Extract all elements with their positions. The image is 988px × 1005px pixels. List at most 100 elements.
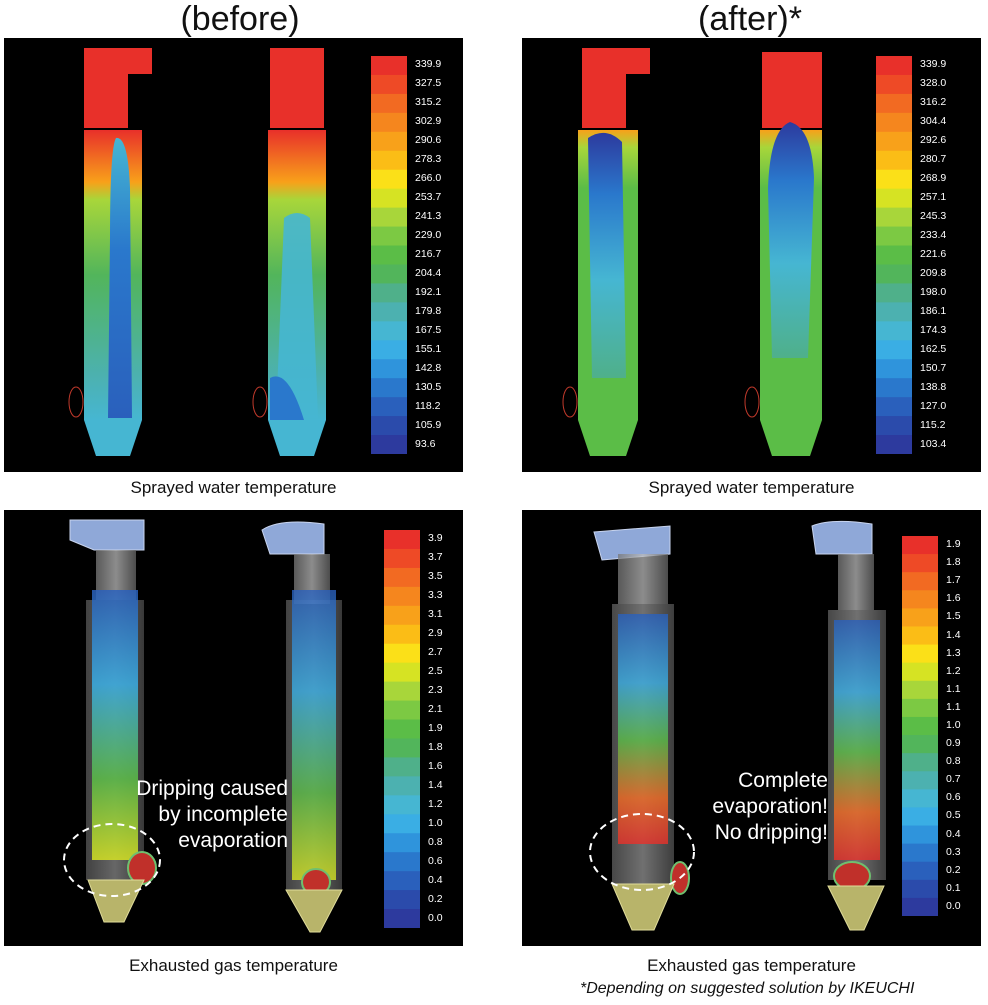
scale-swatch bbox=[371, 207, 407, 228]
scale-swatch bbox=[902, 698, 938, 718]
scale-tick-label: 229.0 bbox=[415, 229, 442, 242]
caption-gas-after: Exhausted gas temperature bbox=[647, 956, 856, 975]
scale-swatch bbox=[384, 548, 420, 569]
scale-tick-label: 1.2 bbox=[946, 664, 961, 677]
scale-swatch bbox=[371, 93, 407, 114]
scale-swatch bbox=[384, 757, 420, 777]
scale-tick-label: 1.4 bbox=[428, 778, 443, 791]
scale-swatch bbox=[384, 871, 420, 891]
scale-tick-label: 105.9 bbox=[415, 418, 442, 431]
scale-tick-label: 216.7 bbox=[415, 248, 442, 260]
scale-swatch bbox=[371, 131, 407, 152]
scale-tick-label: 0.9 bbox=[946, 737, 961, 750]
scale-swatch bbox=[876, 56, 912, 76]
scale-tick-label: 245.3 bbox=[920, 210, 947, 223]
water-temp-after-scale-bar bbox=[876, 56, 912, 454]
scale-tick-label: 233.4 bbox=[920, 229, 947, 242]
scale-swatch bbox=[876, 150, 912, 171]
scale-swatch bbox=[876, 321, 912, 341]
scale-swatch bbox=[384, 833, 420, 853]
scale-tick-label: 328.0 bbox=[920, 77, 947, 90]
scale-swatch bbox=[876, 359, 912, 379]
scale-tick-label: 2.9 bbox=[428, 627, 443, 640]
scale-swatch bbox=[902, 807, 938, 827]
scale-swatch bbox=[902, 825, 938, 845]
scale-swatch bbox=[384, 852, 420, 872]
scale-tick-label: 103.4 bbox=[920, 437, 947, 450]
scale-tick-label: 0.8 bbox=[946, 755, 961, 768]
scale-tick-label: 0.5 bbox=[946, 809, 961, 822]
scale-swatch bbox=[384, 909, 420, 928]
scale-tick-label: 198.0 bbox=[920, 285, 947, 298]
scale-swatch bbox=[876, 93, 912, 114]
scale-swatch bbox=[371, 359, 407, 379]
scale-swatch bbox=[902, 753, 938, 772]
scale-swatch bbox=[902, 572, 938, 591]
scale-tick-label: 1.8 bbox=[428, 740, 443, 753]
scale-tick-label: 327.5 bbox=[415, 77, 442, 90]
scale-swatch bbox=[371, 226, 407, 247]
scale-swatch bbox=[902, 843, 938, 863]
footnote: *Depending on suggested solution by IKEU… bbox=[580, 980, 915, 997]
scale-tick-label: 304.4 bbox=[920, 115, 947, 128]
scale-tick-label: 2.7 bbox=[428, 646, 443, 659]
scale-tick-label: 209.8 bbox=[920, 266, 947, 279]
scale-swatch bbox=[371, 397, 407, 417]
scale-swatch bbox=[876, 397, 912, 417]
scale-tick-label: 155.1 bbox=[415, 342, 442, 355]
scale-swatch bbox=[371, 340, 407, 360]
gas-temp-after-panel: Complete evaporation! No dripping! 1.9 1.… bbox=[522, 510, 981, 946]
scale-tick-label: 0.7 bbox=[946, 773, 961, 786]
dripping-annotation: Dripping caused by incomplete evaporatio… bbox=[136, 777, 288, 852]
scale-tick-label: 0.0 bbox=[946, 899, 961, 912]
scale-tick-label: 1.0 bbox=[428, 816, 443, 829]
gas-temp-before-scale-bar bbox=[384, 530, 420, 928]
scale-swatch bbox=[902, 861, 938, 881]
scale-tick-label: 204.4 bbox=[415, 266, 442, 279]
scale-tick-label: 1.7 bbox=[946, 574, 961, 587]
scale-swatch bbox=[384, 567, 420, 588]
scale-swatch bbox=[902, 644, 938, 664]
scale-swatch bbox=[371, 321, 407, 341]
scale-swatch bbox=[371, 302, 407, 322]
scale-tick-label: 278.3 bbox=[415, 153, 442, 166]
scale-tick-label: 142.8 bbox=[415, 361, 442, 374]
scale-swatch bbox=[371, 416, 407, 436]
scale-swatch bbox=[384, 624, 420, 645]
scale-swatch bbox=[876, 245, 912, 265]
scale-tick-label: 192.1 bbox=[415, 285, 442, 298]
gas-temp-after-scale-bar bbox=[902, 536, 938, 916]
water-temp-before-simulation bbox=[68, 48, 326, 456]
scale-tick-label: 115.2 bbox=[920, 418, 946, 431]
scale-tick-label: 221.6 bbox=[920, 248, 947, 260]
scale-swatch bbox=[384, 530, 420, 550]
scale-tick-label: 241.3 bbox=[415, 210, 442, 223]
scale-tick-label: 2.1 bbox=[428, 703, 443, 716]
scale-tick-label: 0.2 bbox=[946, 863, 961, 876]
scale-tick-label: 3.5 bbox=[428, 570, 443, 583]
scale-swatch bbox=[371, 264, 407, 284]
scale-swatch bbox=[384, 795, 420, 815]
scale-tick-label: 339.9 bbox=[415, 58, 442, 71]
scale-tick-label: 1.4 bbox=[946, 628, 961, 641]
water-temp-after-panel: 339.9 328.0 316.2 304.4 292.6 280.7 268.9 257.1… bbox=[522, 38, 981, 472]
scale-swatch bbox=[876, 226, 912, 247]
scale-tick-label: 174.3 bbox=[920, 323, 947, 336]
after-heading: (after)* bbox=[698, 0, 802, 38]
scale-swatch bbox=[876, 416, 912, 436]
scale-tick-label: 3.9 bbox=[428, 532, 443, 545]
caption-gas-before: Exhausted gas temperature bbox=[129, 956, 338, 975]
scale-tick-label: 268.9 bbox=[920, 172, 947, 185]
scale-swatch bbox=[876, 169, 912, 190]
scale-tick-label: 3.1 bbox=[428, 608, 443, 621]
scale-swatch bbox=[876, 207, 912, 228]
scale-tick-label: 0.1 bbox=[946, 881, 961, 894]
scale-tick-label: 0.8 bbox=[428, 835, 443, 848]
scale-tick-label: 1.9 bbox=[428, 722, 443, 734]
water-temp-before-panel: 339.9 327.5 315.2 302.9 290.6 278.3 266.0 253.7… bbox=[4, 38, 463, 472]
scale-swatch bbox=[902, 680, 938, 700]
scale-swatch bbox=[902, 789, 938, 808]
scale-swatch bbox=[384, 890, 420, 910]
scale-swatch bbox=[902, 879, 938, 899]
scale-tick-label: 118.2 bbox=[415, 399, 441, 412]
